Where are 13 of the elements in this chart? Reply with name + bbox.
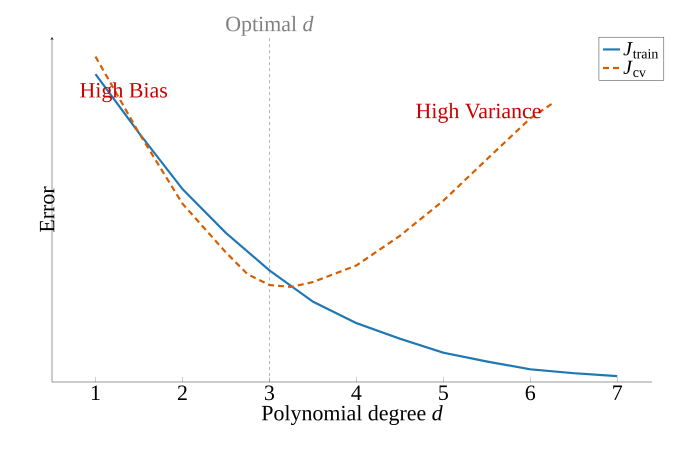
x-tick-label: 3 (264, 386, 274, 400)
x-tick-label: 7 (613, 386, 622, 400)
y-axis-title: Error (40, 186, 54, 232)
x-tick-label: 1 (92, 386, 100, 400)
legend-label: J$_{cv}$ (623, 60, 646, 77)
annotation: High Variance (416, 102, 541, 123)
x-tick-label: 2 (178, 386, 187, 400)
x-tick-label: 6 (526, 386, 536, 400)
legend-label: J$_{train}$ (623, 42, 658, 58)
x-tick-label: 5 (439, 386, 448, 400)
x-tick-label: 4 (351, 386, 362, 400)
ref-line-label: Optimal d (226, 16, 314, 36)
x-axis-title: Polynomial degree d (262, 405, 443, 426)
